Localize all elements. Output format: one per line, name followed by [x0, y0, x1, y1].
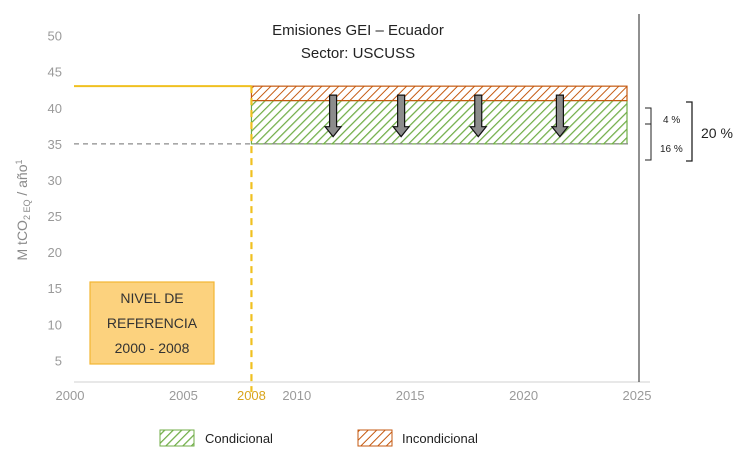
y-tick-15: 15 [48, 281, 62, 296]
y-tick-25: 25 [48, 209, 62, 224]
condicional-pct: 16 % [660, 144, 683, 155]
total-pct: 20 % [701, 125, 733, 141]
series-areas [250, 85, 628, 145]
total-bracket [686, 101, 693, 162]
down-arrow-2 [391, 94, 411, 138]
chart-title: Emisiones GEI – Ecuador [272, 22, 444, 39]
legend: Condicional Incondicional [159, 429, 478, 447]
reference-box-line3: 2000 - 2008 [115, 340, 190, 356]
y-tick-40: 40 [48, 101, 62, 116]
down-arrow-3 [468, 94, 488, 138]
area-condicional [250, 99, 628, 145]
y-tick-50: 50 [48, 29, 62, 44]
reduction-arrows [323, 94, 570, 138]
reference-box-rect [89, 281, 215, 365]
reference-box-line2: REFERENCIA [107, 315, 198, 331]
legend-swatch-condicional [159, 429, 195, 447]
x-tick-2005: 2005 [169, 388, 198, 403]
x-tick-2020: 2020 [509, 388, 538, 403]
percentage-brackets: 4 % 16 % 20 % [645, 101, 733, 162]
x-tick-2010: 2010 [282, 388, 311, 403]
reference-box-line1: NIVEL DE [120, 290, 183, 306]
reference-lines [74, 85, 629, 392]
down-arrow-1 [323, 94, 343, 138]
y-axis-label: M tCO2 EQ / año1 [14, 159, 32, 260]
x-tick-2015: 2015 [396, 388, 425, 403]
area-incondicional [250, 85, 628, 102]
legend-label-incondicional: Incondicional [402, 431, 478, 446]
incondicional-pct: 4 % [663, 115, 680, 126]
y-tick-5: 5 [55, 353, 62, 368]
x-tick-labels: 2000 2005 2008 2010 2015 2020 2025 [56, 388, 652, 403]
y-tick-45: 45 [48, 65, 62, 80]
condicional-bracket [645, 123, 652, 161]
incondicional-bracket [645, 107, 652, 125]
y-tick-10: 10 [48, 317, 62, 332]
y-tick-30: 30 [48, 173, 62, 188]
x-tick-2008: 2008 [237, 388, 266, 403]
legend-swatch-incondicional [357, 429, 393, 447]
y-tick-35: 35 [48, 137, 62, 152]
chart-subtitle: Sector: USCUSS [301, 45, 415, 62]
x-tick-2025: 2025 [623, 388, 652, 403]
down-arrow-4 [550, 94, 570, 138]
reference-box: NIVEL DE REFERENCIA 2000 - 2008 [89, 281, 215, 365]
y-tick-20: 20 [48, 245, 62, 260]
x-tick-2000: 2000 [56, 388, 85, 403]
y-tick-labels: 5 10 15 20 25 30 35 40 45 50 [48, 29, 62, 369]
legend-label-condicional: Condicional [205, 431, 273, 446]
